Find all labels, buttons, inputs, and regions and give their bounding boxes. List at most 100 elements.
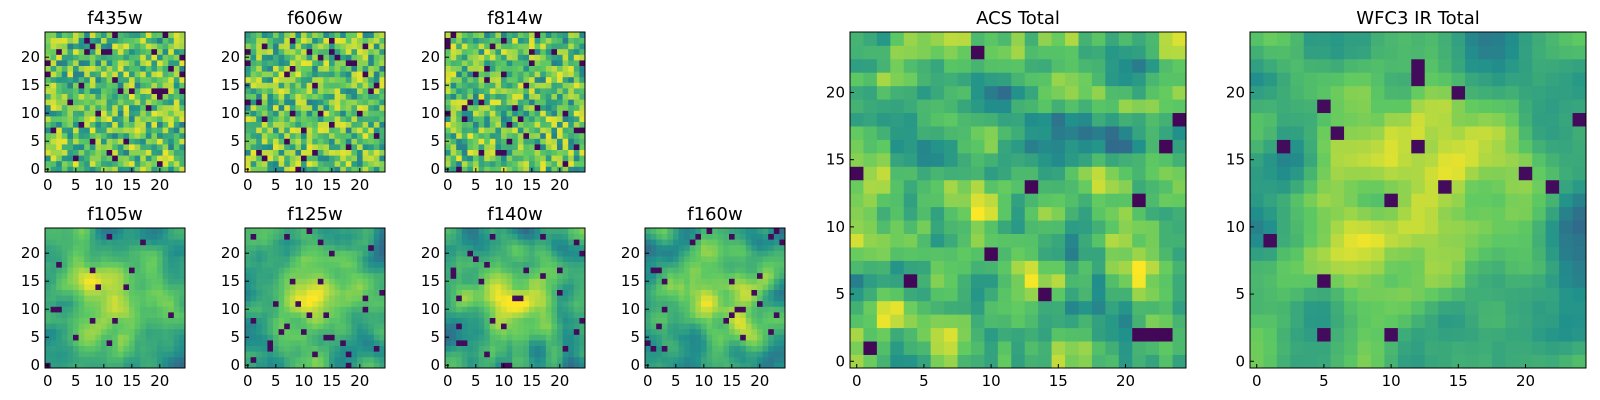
heatmap-cell: [484, 362, 491, 369]
heatmap-cell: [168, 127, 175, 134]
heatmap-cell: [168, 155, 175, 162]
heatmap-cell: [517, 155, 524, 162]
heatmap-cell: [140, 351, 147, 358]
heatmap-cell: [340, 345, 347, 352]
heatmap-cell: [129, 261, 135, 268]
heatmap-cell: [689, 233, 696, 240]
heatmap-cell: [1105, 233, 1120, 248]
heatmap-cell: [529, 32, 535, 38]
heatmap-cell: [551, 93, 558, 100]
heatmap-cell: [140, 144, 147, 150]
heatmap-cell: [478, 65, 485, 72]
heatmap-cell: [357, 116, 363, 122]
heatmap-cell: [1011, 179, 1026, 194]
heatmap-cell: [1024, 166, 1039, 181]
heatmap-cell: [557, 160, 563, 167]
heatmap-cell: [523, 233, 530, 240]
heatmap-cell: [562, 256, 569, 262]
heatmap-cell: [1145, 287, 1160, 302]
heatmap-cell: [145, 110, 152, 117]
heatmap-cell: [162, 43, 169, 50]
heatmap-cell: [162, 362, 169, 369]
heatmap-cell: [250, 295, 257, 302]
heatmap-cell: [562, 272, 569, 279]
heatmap-cell: [997, 206, 1012, 221]
heatmap-cell: [506, 317, 513, 324]
heatmap-cell: [306, 32, 313, 38]
heatmap-cell: [379, 228, 386, 234]
heatmap-cell: [312, 295, 319, 302]
heatmap-cell: [323, 317, 330, 324]
heatmap-cell: [112, 104, 119, 111]
heatmap-cell: [540, 239, 547, 246]
heatmap-cell: [501, 351, 507, 358]
heatmap-cell: [267, 65, 274, 72]
heatmap-cell: [373, 82, 380, 89]
heatmap-cell: [695, 284, 702, 290]
heatmap-cell: [250, 323, 257, 330]
heatmap-cell: [1159, 206, 1173, 221]
heatmap-cell: [506, 155, 513, 162]
heatmap-cell: [461, 155, 468, 162]
heatmap-cell: [284, 60, 291, 66]
heatmap-cell: [168, 295, 175, 302]
heatmap-cell: [450, 37, 457, 44]
heatmap-cell: [179, 289, 186, 296]
heatmap-cell: [106, 54, 113, 61]
heatmap-cell: [112, 65, 119, 72]
heatmap-cell: [301, 334, 307, 341]
heatmap-cell: [456, 272, 463, 279]
heatmap-cell: [117, 48, 124, 55]
heatmap-cell: [562, 295, 569, 302]
heatmap-cell: [512, 250, 519, 257]
heatmap-cell: [245, 239, 251, 246]
heatmap-cell: [562, 261, 569, 268]
heatmap-cell: [645, 328, 651, 335]
heatmap-cell: [284, 228, 291, 234]
heatmap-cell: [157, 228, 163, 234]
heatmap-cell: [101, 32, 107, 38]
heatmap-cell: [534, 71, 541, 78]
heatmap-cell: [261, 166, 268, 173]
heatmap-cell: [168, 132, 175, 139]
heatmap-cell: [173, 132, 180, 139]
heatmap-cell: [67, 362, 74, 369]
y-tick-label: 20: [421, 48, 440, 66]
heatmap-cell: [334, 99, 341, 106]
heatmap-cell: [278, 250, 285, 257]
heatmap-cell: [368, 43, 375, 50]
heatmap-cell: [129, 340, 135, 346]
heatmap-cell: [562, 88, 569, 94]
heatmap-cell: [445, 256, 451, 262]
heatmap-cell: [957, 166, 972, 181]
heatmap-cell: [256, 155, 263, 162]
heatmap-cell: [1118, 287, 1133, 302]
heatmap-cell: [745, 356, 752, 363]
heatmap-cell: [467, 82, 474, 89]
heatmap-cell: [903, 287, 918, 302]
heatmap-cell: [351, 116, 358, 122]
heatmap-cell: [557, 76, 563, 83]
heatmap-cell: [134, 244, 141, 251]
heatmap-cell: [1172, 273, 1187, 288]
heatmap-cell: [997, 247, 1012, 261]
heatmap-cell: [56, 244, 63, 251]
heatmap-cell: [157, 60, 163, 66]
heatmap-cell: [123, 110, 130, 117]
heatmap-cell: [484, 256, 491, 262]
heatmap-cell: [95, 43, 102, 50]
heatmap-cell: [84, 334, 91, 341]
heatmap-cell: [317, 278, 324, 285]
heatmap-cell: [501, 233, 507, 240]
heatmap-cell: [157, 155, 163, 162]
heatmap-cell: [890, 220, 905, 234]
heatmap-cell: [67, 160, 74, 167]
heatmap-cell: [723, 278, 730, 285]
heatmap-cell: [573, 104, 580, 111]
heatmap-cell: [306, 278, 313, 285]
heatmap-cell: [157, 110, 163, 117]
heatmap-cell: [168, 351, 175, 358]
heatmap-cell: [106, 323, 113, 330]
heatmap-cell: [89, 334, 96, 341]
heatmap-cell: [717, 300, 724, 307]
